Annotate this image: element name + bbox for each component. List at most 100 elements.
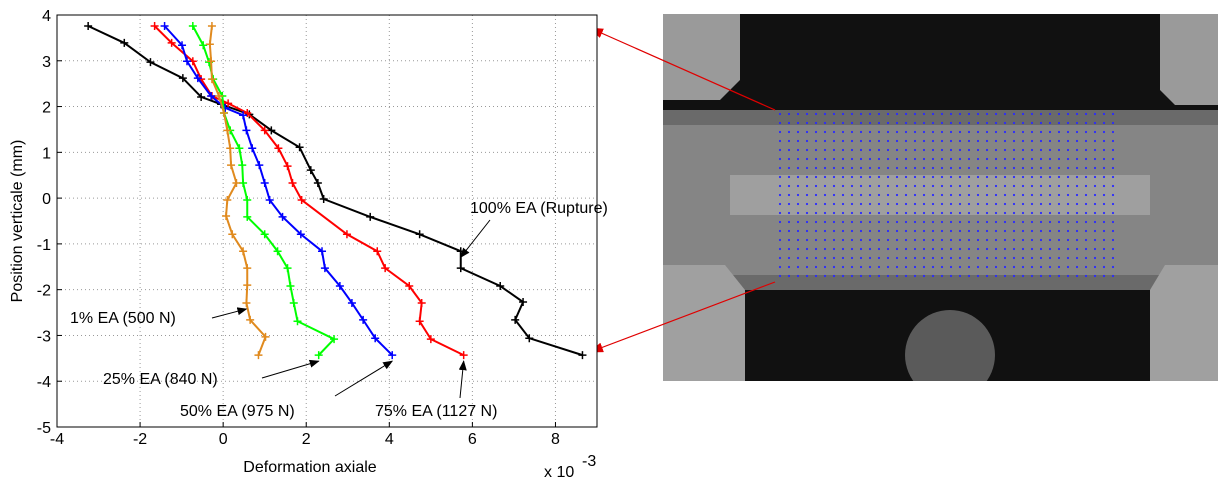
point-marker	[120, 38, 129, 47]
tracking-dot	[1084, 139, 1088, 143]
tracking-dot	[976, 265, 980, 269]
tracking-dot	[1057, 130, 1061, 134]
tracking-dot	[904, 274, 908, 278]
y-tick-label: 1	[42, 145, 51, 162]
tracking-dot	[868, 175, 872, 179]
tracking-dot	[823, 121, 827, 125]
tracking-dot	[796, 238, 800, 242]
tracking-dot	[904, 247, 908, 251]
tracking-dot	[1012, 184, 1016, 188]
tracking-dot	[913, 193, 917, 197]
tracking-dot	[832, 175, 836, 179]
y-tick-label: 2	[42, 100, 51, 117]
point-marker	[335, 282, 344, 291]
tracking-dot	[1102, 166, 1106, 170]
tracking-dot	[985, 256, 989, 260]
tracking-dot	[832, 121, 836, 125]
point-marker	[426, 335, 435, 344]
tracking-dot	[1003, 148, 1007, 152]
point-marker	[342, 230, 351, 239]
y-tick-label: 4	[42, 8, 51, 25]
tracking-dot	[904, 121, 908, 125]
x-tick-label: 0	[219, 431, 228, 448]
series-label: 1% EA (500 N)	[70, 310, 176, 327]
tracking-dot	[841, 184, 845, 188]
point-marker	[265, 195, 274, 204]
tracking-dot	[1048, 238, 1052, 242]
tracking-dot	[1039, 121, 1043, 125]
tracking-dot	[1075, 112, 1079, 116]
tracking-dot	[796, 112, 800, 116]
y-tick-label: 0	[42, 191, 51, 208]
tracking-dot	[805, 247, 809, 251]
tracking-dot	[1093, 112, 1097, 116]
tracking-dot	[859, 121, 863, 125]
tracking-dot	[913, 112, 917, 116]
tracking-dot	[886, 148, 890, 152]
tracking-dot	[1021, 211, 1025, 215]
point-marker	[319, 195, 328, 204]
tracking-dot	[877, 211, 881, 215]
series-label: 100% EA (Rupture)	[470, 200, 608, 217]
tracking-dot	[1048, 175, 1052, 179]
tracking-dot	[994, 247, 998, 251]
tracking-dot	[1075, 211, 1079, 215]
tracking-dot	[1066, 175, 1070, 179]
tracking-dot	[940, 247, 944, 251]
clamp	[663, 265, 745, 381]
tracking-dot	[976, 238, 980, 242]
tracking-dot	[1030, 229, 1034, 233]
tracking-dot	[1021, 202, 1025, 206]
tracking-dot	[976, 193, 980, 197]
tracking-dot	[913, 238, 917, 242]
tracking-dot	[1093, 121, 1097, 125]
tracking-dot	[1093, 193, 1097, 197]
tracking-dot	[1048, 211, 1052, 215]
tracking-dot	[1030, 130, 1034, 134]
tracking-dot	[895, 229, 899, 233]
tracking-dot	[1111, 220, 1115, 224]
tracking-dot	[940, 184, 944, 188]
point-marker	[288, 179, 297, 188]
tracking-dot	[778, 247, 782, 251]
tracking-dot	[940, 175, 944, 179]
tracking-dot	[976, 229, 980, 233]
tracking-dot	[895, 175, 899, 179]
tracking-dot	[958, 130, 962, 134]
point-marker	[207, 57, 216, 66]
tracking-dot	[931, 202, 935, 206]
tracking-dot	[886, 220, 890, 224]
tracking-dot	[1075, 130, 1079, 134]
tracking-dot	[1048, 166, 1052, 170]
tracking-dot	[832, 220, 836, 224]
tracking-dot	[1030, 247, 1034, 251]
tracking-dot	[1066, 202, 1070, 206]
tracking-dot	[976, 112, 980, 116]
tracking-dot	[1039, 238, 1043, 242]
tracking-dot	[1075, 148, 1079, 152]
tracking-dot	[877, 193, 881, 197]
tracking-dot	[1039, 130, 1043, 134]
tracking-dot	[1075, 175, 1079, 179]
tracking-dot	[868, 139, 872, 143]
tracking-dot	[922, 121, 926, 125]
tracking-dot	[850, 121, 854, 125]
y-tick-label: 3	[42, 54, 51, 71]
tracking-dot	[859, 202, 863, 206]
point-marker	[232, 179, 241, 188]
tracking-dot	[805, 238, 809, 242]
tracking-dot	[1102, 157, 1106, 161]
tracking-dot	[814, 148, 818, 152]
tracking-dot	[940, 211, 944, 215]
tracking-dot	[787, 211, 791, 215]
tracking-dot	[1030, 193, 1034, 197]
tracking-dot	[859, 166, 863, 170]
tracking-dot	[1030, 211, 1034, 215]
tracking-dot	[949, 193, 953, 197]
tracking-dot	[778, 112, 782, 116]
tracking-dot	[1012, 121, 1016, 125]
tracking-dot	[859, 211, 863, 215]
tracking-dot	[967, 166, 971, 170]
